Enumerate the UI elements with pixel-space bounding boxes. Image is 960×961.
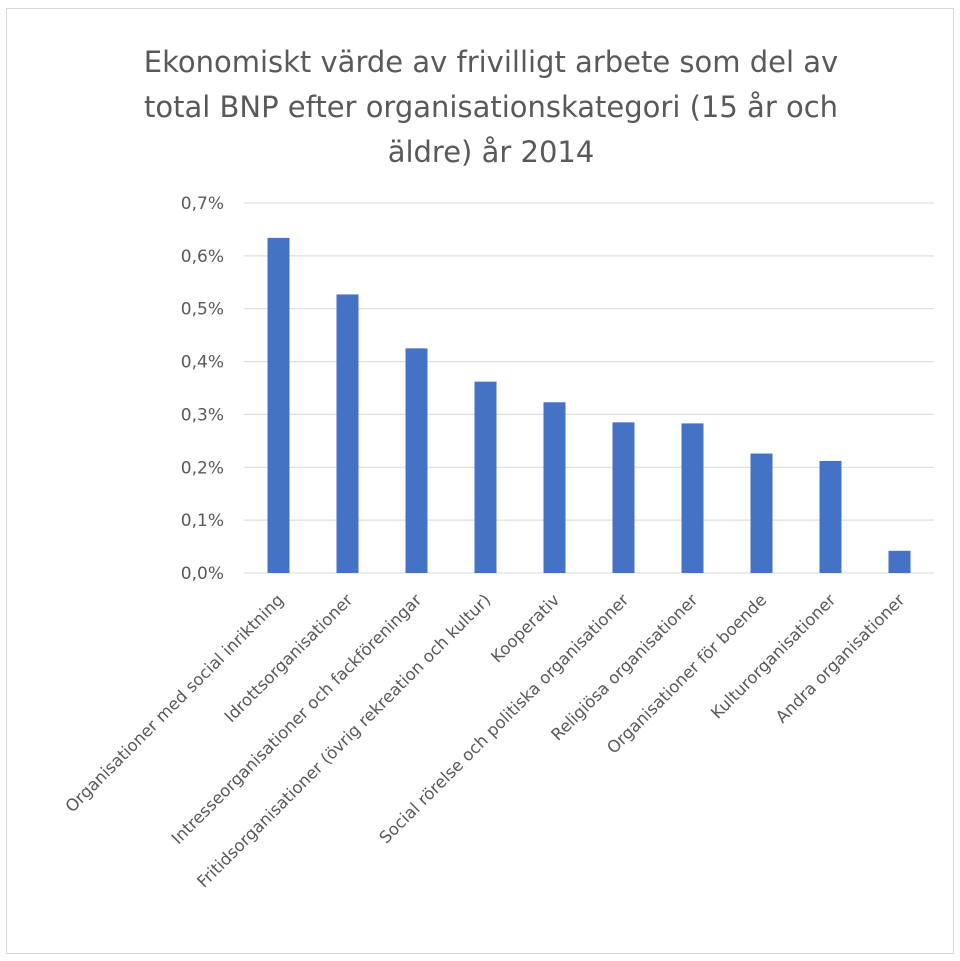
- x-category-label: Idrottsorganisationer: [221, 590, 357, 726]
- gridlines: [244, 202, 934, 574]
- bar-chart: Ekonomiskt värde av frivilligt arbete so…: [62, 45, 934, 891]
- x-category-label: Kulturorganisationer: [707, 590, 839, 722]
- x-category-label: Religiösa organisationer: [547, 590, 701, 744]
- bar: [474, 381, 497, 573]
- bars: [267, 237, 911, 573]
- y-tick-label: 0,4%: [181, 353, 224, 373]
- y-tick-label: 0,2%: [181, 458, 224, 478]
- bar: [681, 423, 704, 573]
- x-category-label: Intresseorganisationer och fackföreninga…: [168, 590, 426, 848]
- chart-title: Ekonomiskt värde av frivilligt arbete so…: [144, 45, 838, 169]
- chart-area: Ekonomiskt värde av frivilligt arbete so…: [6, 8, 954, 954]
- chart-title-line-3: äldre) år 2014: [388, 135, 595, 169]
- chart-title-line-2: total BNP efter organisationskategori (1…: [144, 90, 838, 124]
- y-tick-label: 0,0%: [181, 564, 224, 584]
- bar: [405, 348, 428, 573]
- y-tick-label: 0,6%: [181, 247, 224, 267]
- bar: [612, 422, 635, 573]
- bar: [750, 453, 773, 573]
- bar: [267, 237, 290, 573]
- bar: [543, 402, 566, 573]
- x-category-label: Social rörelse och politiska organisatio…: [376, 590, 633, 847]
- x-category-label: Kooperativ: [487, 590, 563, 666]
- y-tick-label: 0,7%: [181, 194, 224, 214]
- y-tick-label: 0,5%: [181, 300, 224, 320]
- y-tick-label: 0,1%: [181, 511, 224, 531]
- x-category-label: Andra organisationer: [772, 590, 908, 726]
- x-axis-category-labels: Organisationer med social inriktningIdro…: [62, 590, 909, 891]
- bar: [819, 460, 842, 573]
- bar: [888, 550, 911, 573]
- chart-title-line-1: Ekonomiskt värde av frivilligt arbete so…: [144, 45, 838, 79]
- bar: [336, 294, 359, 573]
- y-axis-tick-labels: 0,0% 0,1% 0,2% 0,3% 0,4% 0,5% 0,6% 0,7%: [181, 194, 224, 584]
- y-tick-label: 0,3%: [181, 405, 224, 425]
